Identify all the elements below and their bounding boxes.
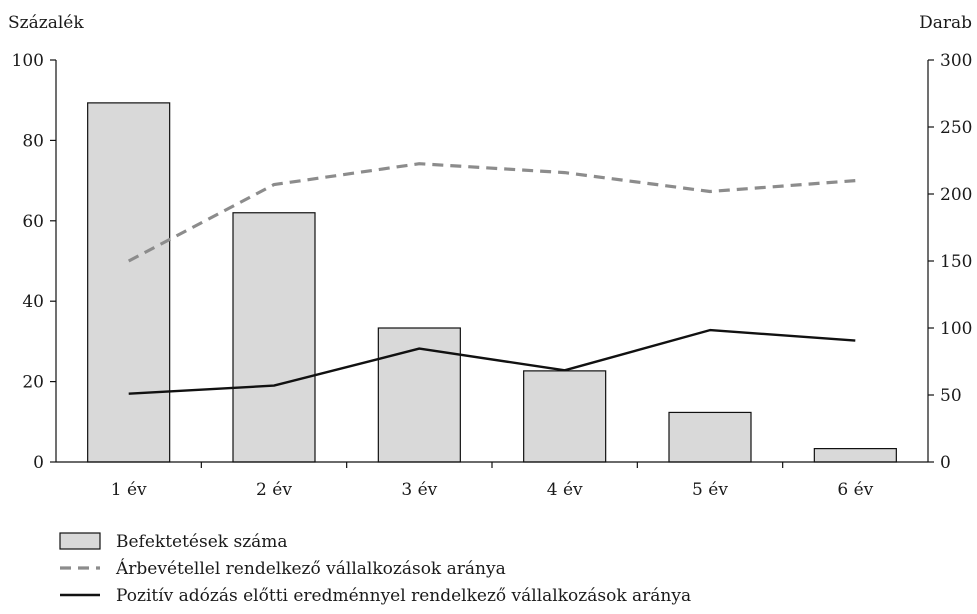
bar: [232, 212, 316, 463]
y-left-tick-label: 20: [22, 373, 44, 393]
y-right-tick-label: 300: [940, 51, 972, 71]
y-right-tick-label: 50: [940, 386, 962, 406]
axes: 0 20 40 60 80 100 0 50 100 150 200 250 300 1 év 2 év 3 …: [12, 51, 973, 500]
y-left-tick-label: 60: [22, 212, 44, 232]
profit-share-line: [128, 328, 856, 395]
legend-key-bar: [59, 532, 101, 550]
legend-label: Pozitív adózás előtti eredménnyel rendel…: [116, 586, 691, 606]
bar: [668, 411, 752, 463]
y-left-tick-label: 0: [33, 453, 44, 473]
legend-label: Árbevétellel rendelkező vállalkozások ar…: [115, 558, 506, 579]
bar: [377, 327, 461, 463]
y-left-tick-label: 80: [22, 131, 44, 151]
y-right-axis-title: Darab: [919, 13, 972, 33]
y-left-tick-label: 40: [22, 292, 44, 312]
x-tick-label: 6 év: [837, 480, 873, 500]
y-right-tick-label: 150: [940, 252, 972, 272]
x-tick-label: 3 év: [401, 480, 437, 500]
x-tick-label: 4 év: [547, 480, 583, 500]
x-tick-label: 2 év: [256, 480, 292, 500]
y-right-tick-label: 100: [940, 319, 972, 339]
x-tick-label: 1 év: [111, 480, 147, 500]
legend-label: Befektetések száma: [116, 532, 288, 552]
bar: [87, 102, 171, 463]
x-tick-label: 5 év: [692, 480, 728, 500]
y-left-tick-label: 100: [12, 51, 44, 71]
bar: [523, 370, 607, 463]
revenue-share-line: [127, 162, 856, 263]
line-series: [127, 162, 856, 395]
y-right-tick-label: 200: [940, 185, 972, 205]
y-right-tick-label: 250: [940, 118, 972, 138]
y-left-axis-title: Százalék: [8, 13, 84, 33]
bar: [813, 448, 897, 463]
y-right-tick-label: 0: [940, 453, 951, 473]
bar-series: [87, 102, 897, 463]
legend: Befektetések száma Árbevétellel rendelkez…: [59, 532, 691, 606]
